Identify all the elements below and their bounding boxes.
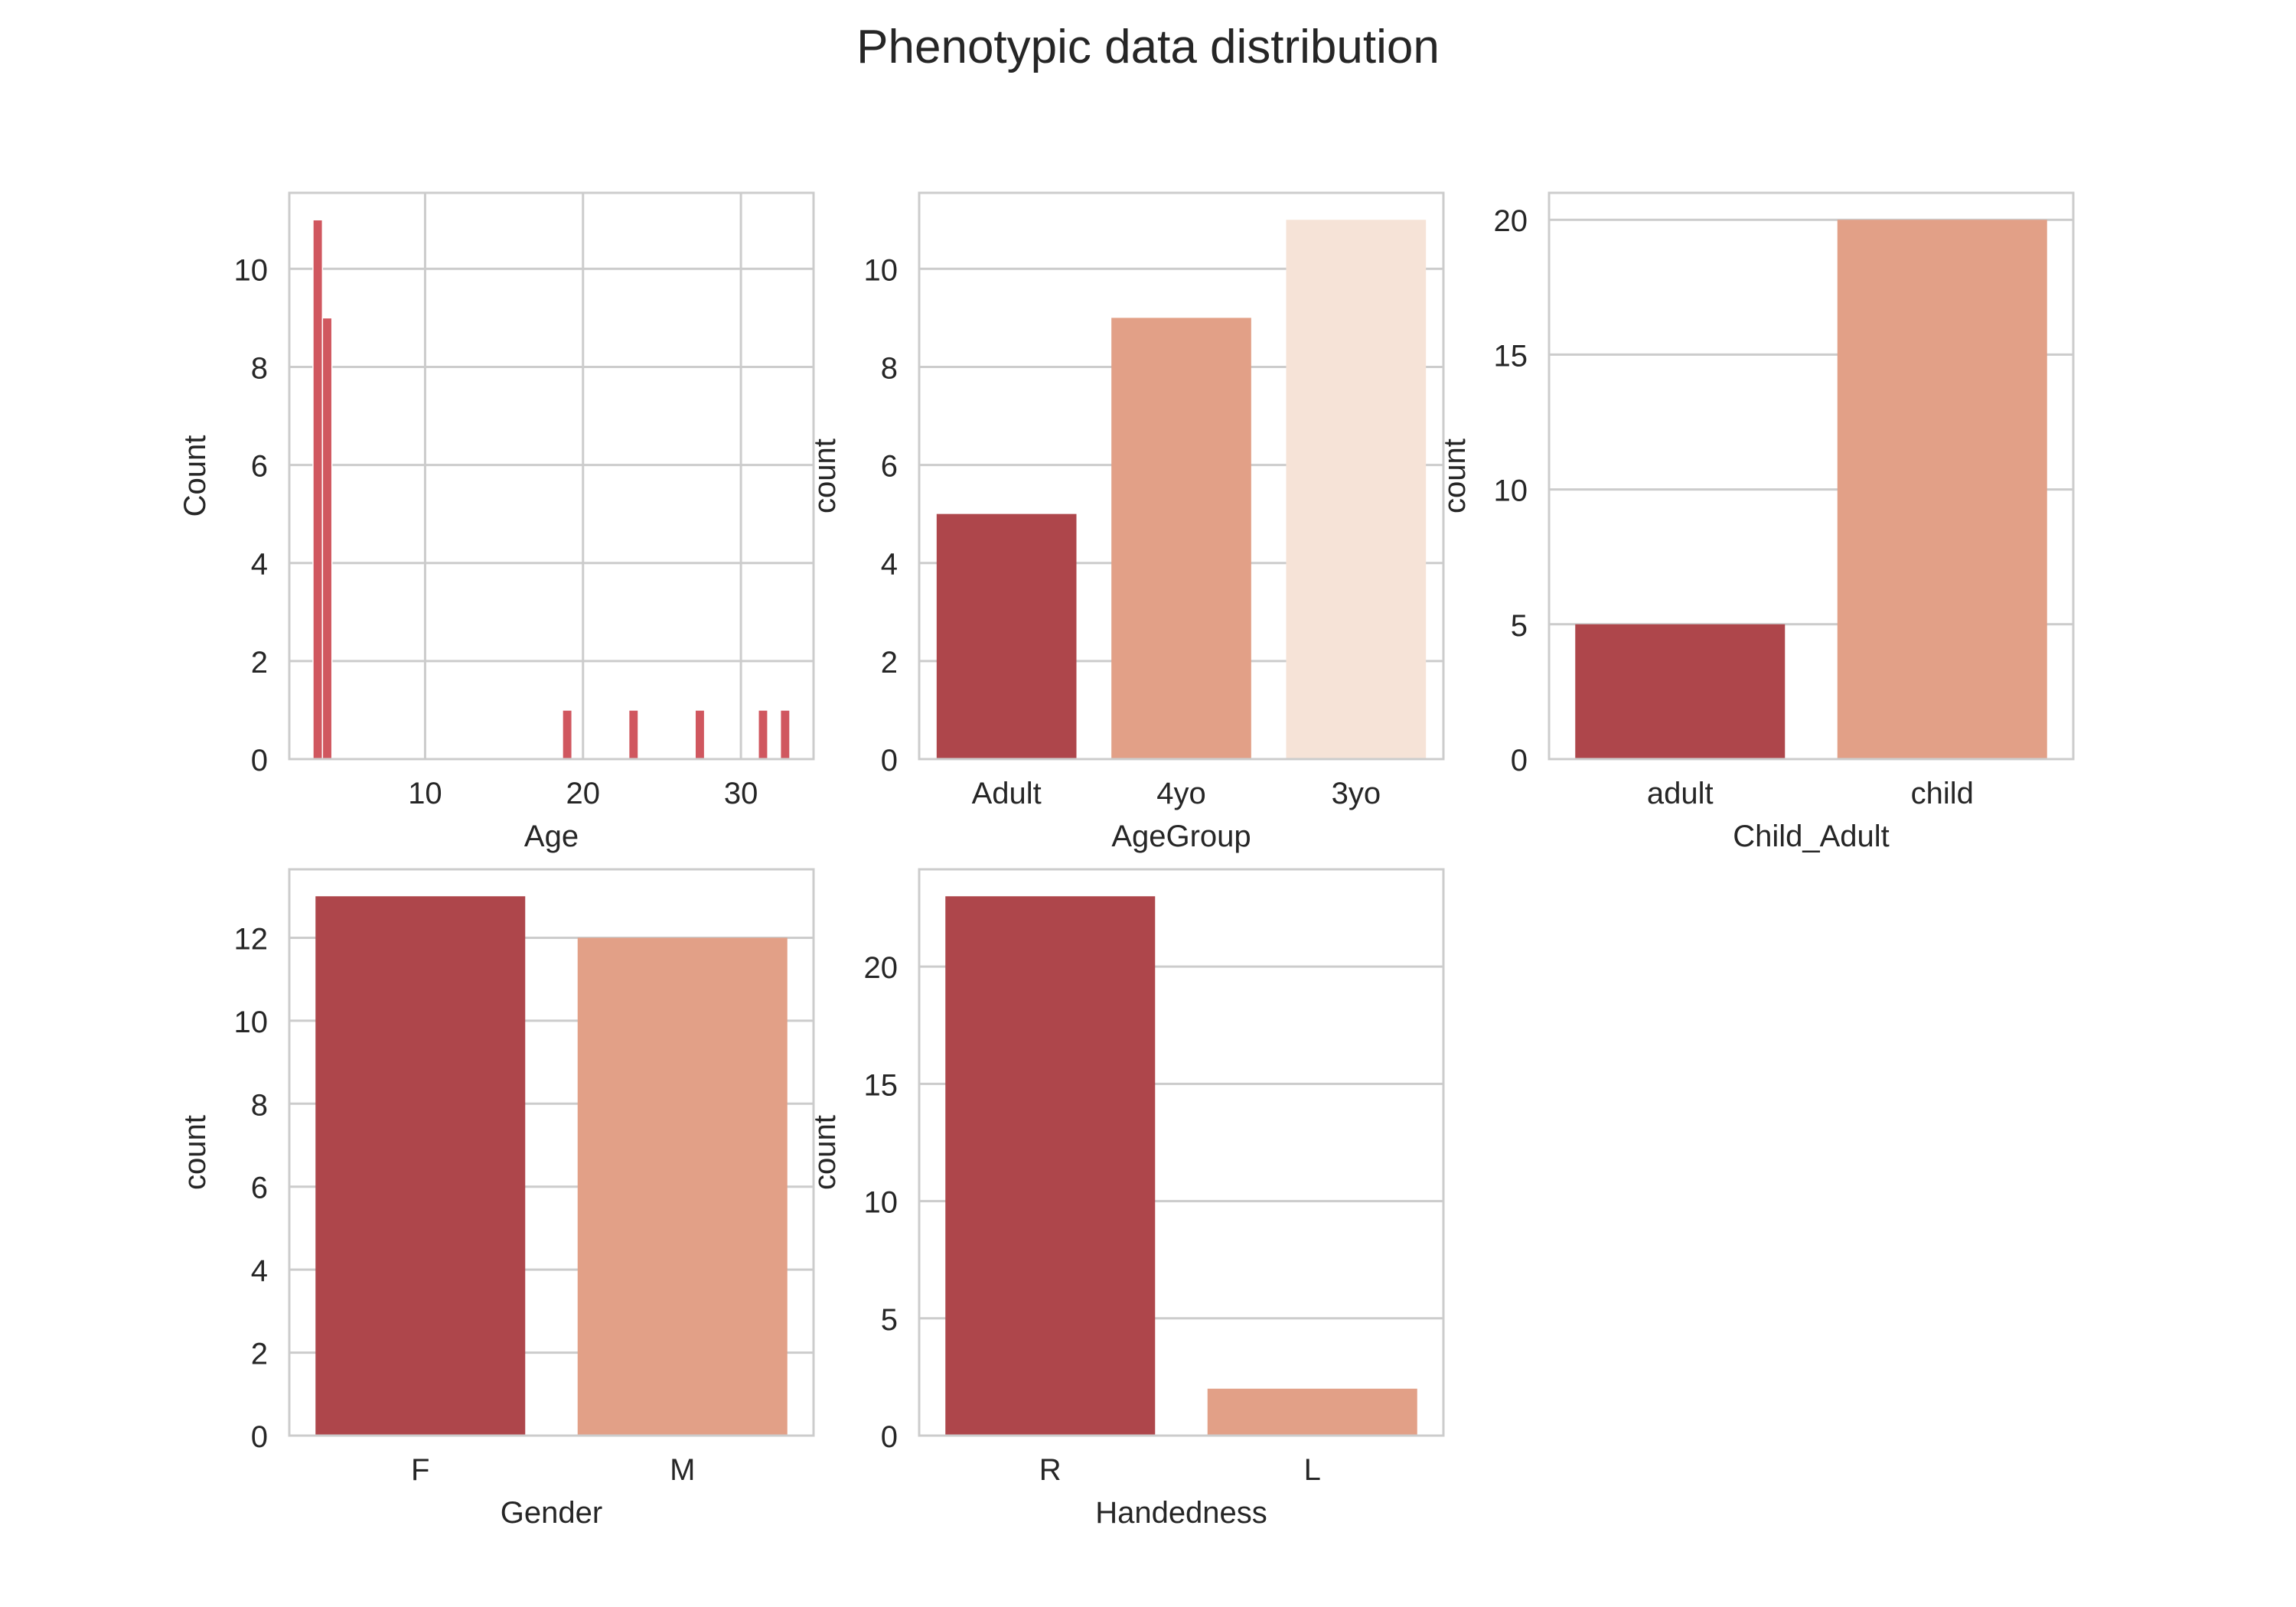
y-axis-label: count (178, 1115, 212, 1190)
y-tick-label: 20 (864, 951, 899, 985)
bar-f (315, 896, 526, 1436)
y-axis-label: count (808, 1115, 842, 1190)
y-tick-label: 8 (881, 351, 898, 385)
y-tick-label: 5 (881, 1303, 898, 1337)
bar-l (1207, 1388, 1417, 1436)
y-tick-label: 2 (251, 646, 268, 680)
axes-frame (1548, 191, 2075, 761)
y-tick-label: 0 (251, 1420, 268, 1454)
y-tick-label: 0 (881, 1420, 898, 1454)
bar-r (945, 896, 1156, 1436)
bar-child (1837, 220, 2047, 759)
x-tick-label: L (1304, 1453, 1321, 1487)
y-tick-label: 10 (864, 1186, 899, 1220)
bar-adult (1575, 624, 1786, 759)
x-tick-label: R (1039, 1453, 1062, 1487)
x-axis-label: Gender (501, 1496, 602, 1530)
x-axis-label: Handedness (1095, 1496, 1267, 1530)
y-tick-label: 10 (234, 1006, 269, 1039)
x-tick-label: M (670, 1453, 695, 1487)
figure-title: Phenotypic data distribution (856, 21, 1440, 73)
x-tick-label: 20 (566, 777, 601, 810)
y-tick-label: 2 (881, 646, 898, 680)
y-tick-label: 8 (251, 351, 268, 385)
histogram-bar (562, 709, 573, 760)
bar-4yo (1111, 318, 1251, 760)
y-tick-label: 2 (251, 1338, 268, 1371)
y-tick-label: 8 (251, 1088, 268, 1122)
x-tick-label: F (411, 1453, 429, 1487)
x-tick-label: 30 (724, 777, 758, 810)
bar-adult (936, 513, 1077, 759)
y-tick-label: 20 (1494, 204, 1528, 238)
y-axis-label: count (1438, 438, 1472, 513)
y-tick-label: 10 (234, 253, 269, 287)
y-axis-label: Count (178, 435, 212, 517)
subplot-age-histogram: 0 2 4 6 8 10 10 20 30 Age Count (178, 191, 815, 853)
y-tick-label: 12 (234, 922, 269, 956)
y-tick-label: 4 (881, 548, 898, 582)
subplot-child-adult-bars: 0 5 10 15 20 adult child Child_Adult count (1438, 191, 2075, 853)
axes-frame (288, 868, 815, 1437)
histogram-bar (321, 317, 333, 760)
y-tick-label: 0 (881, 744, 898, 777)
y-tick-label: 0 (1511, 744, 1528, 777)
x-tick-label: 10 (408, 777, 442, 810)
x-tick-label: adult (1647, 777, 1714, 810)
y-tick-label: 10 (864, 253, 899, 287)
axes-frame (918, 191, 1445, 761)
x-tick-label: child (1911, 777, 1974, 810)
x-tick-label: Adult (972, 777, 1042, 810)
y-axis-label: count (808, 438, 842, 513)
histogram-bar (694, 709, 706, 760)
x-axis-label: Child_Adult (1733, 820, 1890, 853)
histogram-bar (779, 709, 791, 760)
x-axis-label: AgeGroup (1111, 820, 1251, 853)
y-tick-label: 5 (1511, 609, 1528, 643)
y-tick-label: 6 (881, 450, 898, 484)
y-tick-label: 10 (1494, 474, 1528, 508)
histogram-bar (312, 219, 324, 760)
y-tick-label: 4 (251, 548, 268, 582)
subplot-gender-bars: 0 2 4 6 8 10 12 F M Gender count (178, 868, 815, 1530)
y-tick-label: 6 (251, 450, 268, 484)
y-tick-label: 15 (864, 1068, 899, 1102)
histogram-bar (758, 709, 768, 760)
bar-3yo (1286, 220, 1427, 759)
y-tick-label: 0 (251, 744, 268, 777)
y-tick-label: 15 (1494, 339, 1528, 373)
bar-m (577, 937, 788, 1436)
x-axis-label: Age (524, 820, 579, 853)
subplot-agegroup-bars: 0 2 4 6 8 10 Adult 4yo 3yo AgeGroup count (808, 191, 1445, 853)
x-tick-label: 4yo (1156, 777, 1206, 810)
y-tick-label: 6 (251, 1172, 268, 1205)
subplot-handedness-bars: 0 5 10 15 20 R L Handedness count (808, 868, 1445, 1530)
y-tick-label: 4 (251, 1254, 268, 1288)
x-tick-label: 3yo (1332, 777, 1381, 810)
histogram-bar (628, 709, 639, 760)
axes-frame (288, 191, 815, 761)
axes-frame (918, 868, 1445, 1437)
